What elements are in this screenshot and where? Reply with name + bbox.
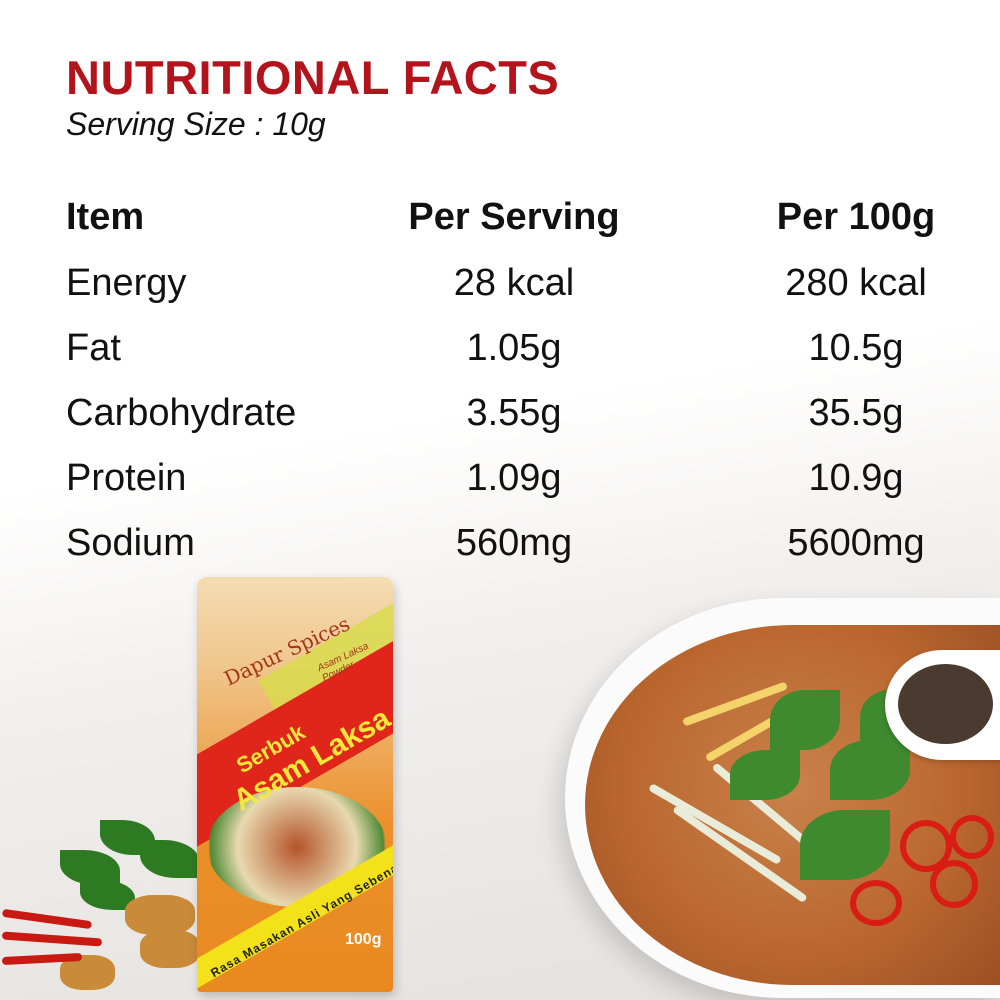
mint-leaf (730, 750, 800, 800)
per-serving-value: 3.55g (466, 392, 562, 434)
turmeric-root (140, 930, 200, 968)
table-row: Fat 1.05g 10.5g (0, 327, 1000, 377)
table-row: Energy 28 kcal 280 kcal (0, 262, 1000, 312)
item-name: Energy (66, 262, 187, 304)
page-title: NUTRITIONAL FACTS (66, 51, 560, 104)
column-header-item: Item (66, 196, 145, 238)
per-serving-value: 1.09g (466, 457, 562, 499)
item-name: Sodium (66, 522, 195, 564)
per-serving-value: 1.05g (466, 327, 562, 369)
mint-leaf (770, 690, 840, 750)
chili-slice (930, 860, 978, 908)
red-chili (1, 931, 103, 947)
mint-leaf (830, 740, 910, 800)
table-row: Sodium 560mg 5600mg (0, 522, 1000, 572)
per-100g-value: 5600mg (787, 522, 925, 564)
serving-size: Serving Size : 10g (66, 106, 326, 142)
mint-leaf (800, 810, 890, 880)
per-100g-value: 35.5g (808, 392, 904, 434)
column-header-per-serving: Per Serving (408, 196, 620, 238)
red-chili (1, 908, 93, 930)
item-name: Protein (66, 457, 187, 499)
column-header-per-100g: Per 100g (776, 196, 936, 238)
product-package: Dapur Spices Asam Laksa Powder Serbuk As… (197, 577, 393, 992)
item-name: Fat (66, 327, 121, 369)
chili-slice (950, 815, 994, 859)
package-weight: 100g (345, 931, 382, 948)
per-serving-value: 28 kcal (453, 262, 575, 304)
table-header: Item Per Serving Per 100g (0, 196, 1000, 246)
basil-leaf (140, 840, 200, 878)
chili-slice (850, 880, 902, 926)
per-serving-value: 560mg (455, 522, 573, 564)
per-100g-value: 280 kcal (785, 262, 927, 304)
per-100g-value: 10.5g (808, 327, 904, 369)
table-row: Protein 1.09g 10.9g (0, 457, 1000, 507)
per-100g-value: 10.9g (808, 457, 904, 499)
turmeric-root (125, 895, 195, 935)
shrimp-paste-sauce (898, 664, 993, 744)
table-row: Carbohydrate 3.55g 35.5g (0, 392, 1000, 442)
chili-slice (900, 820, 952, 872)
item-name: Carbohydrate (66, 392, 297, 434)
